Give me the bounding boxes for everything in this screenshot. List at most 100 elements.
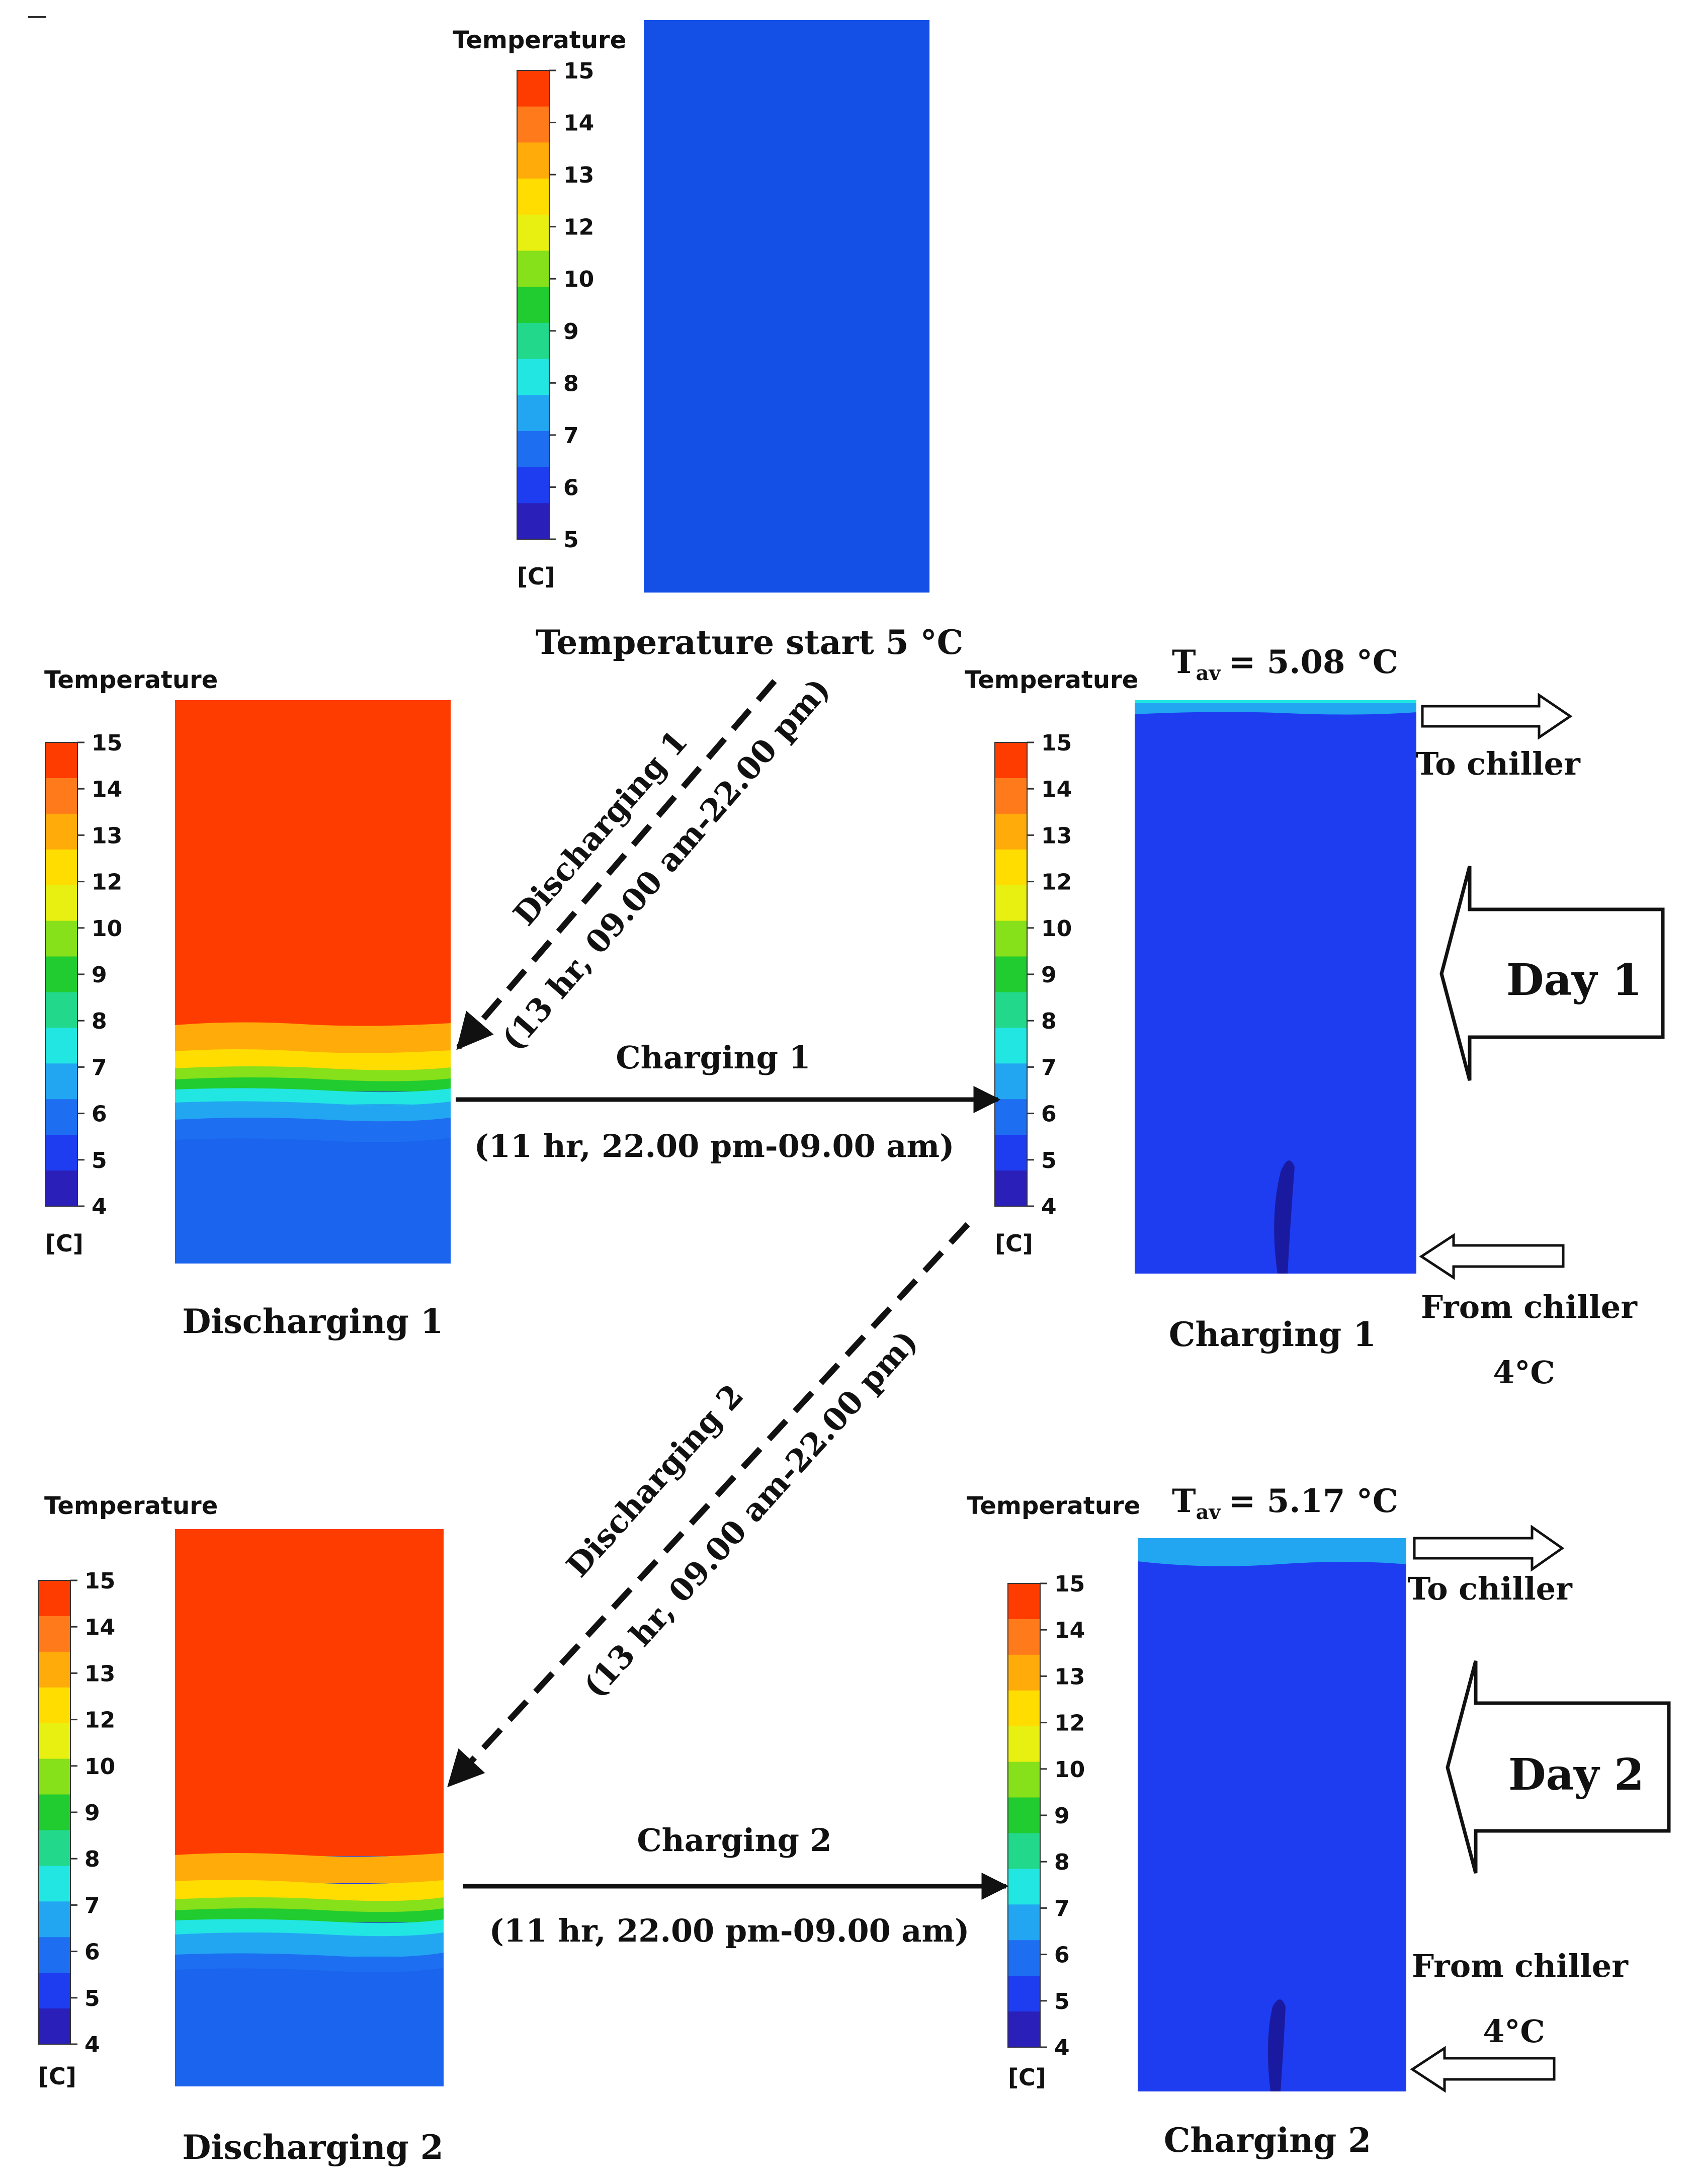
legend-title: Temperature — [965, 666, 1138, 694]
to-chiller-label-2: To chiller — [1407, 1570, 1573, 1607]
tank-charging-1 — [1135, 700, 1416, 1274]
tank-discharging-1 — [175, 700, 451, 1264]
legend-tick-label: 9 — [563, 319, 579, 345]
legend-band — [45, 920, 77, 957]
outlet-arrow-icon — [1421, 693, 1573, 740]
day-2-arrow-shape — [1446, 1660, 1671, 1874]
legend-band — [45, 1170, 77, 1207]
legend-tick-label: 13 — [1041, 823, 1072, 849]
legend-band — [517, 431, 549, 468]
tank-discharging-2 — [175, 1529, 444, 2086]
legend-tick-label: 7 — [84, 1893, 100, 1918]
legend-tick-label: 13 — [84, 1661, 115, 1687]
legend-band — [517, 250, 549, 287]
discharging-1-arrow-label: Discharging 1 — [506, 723, 695, 933]
legend-tick-label: 5 — [1041, 1148, 1057, 1173]
legend-tick-label: 9 — [1054, 1803, 1070, 1829]
legend-start: Temperature 15 14 13 12 10 9 8 7 6 5 [C] — [453, 26, 626, 590]
charging-2-arrow-label: Charging 2 — [637, 1822, 831, 1859]
legend-band — [38, 1866, 70, 1902]
legend-unit: [C] — [517, 563, 555, 590]
legend-tick-label: 9 — [84, 1800, 100, 1826]
legend-tick-label: 15 — [1041, 730, 1072, 756]
legend-band — [1008, 2011, 1040, 2048]
legend-band — [1008, 1904, 1040, 1941]
legend-tick-label: 15 — [1054, 1571, 1085, 1597]
legend-band — [45, 956, 77, 992]
legend-band — [45, 778, 77, 814]
legend-tick-label: 14 — [1054, 1618, 1085, 1643]
legend-band — [517, 503, 549, 540]
legend-band — [1008, 1583, 1040, 1620]
charging-2-caption: Charging 2 — [1164, 2121, 1371, 2160]
legend-band — [517, 359, 549, 395]
legend-tick-label: 10 — [1054, 1757, 1085, 1783]
tank-charging-2 — [1138, 1538, 1406, 2091]
discharging-2-caption: Discharging 2 — [182, 2128, 443, 2167]
legend-band — [517, 395, 549, 432]
legend-tick-label: 13 — [1054, 1664, 1085, 1690]
legend-band — [1008, 1869, 1040, 1905]
legend-tick-label: 6 — [563, 475, 579, 500]
legend-band — [38, 1580, 70, 1617]
legend-band — [1008, 1761, 1040, 1798]
day-2-label: Day 2 — [1508, 1749, 1644, 1800]
day-1-arrow-shape — [1439, 866, 1665, 1081]
legend-band — [38, 1830, 70, 1866]
legend-band — [995, 1028, 1027, 1064]
legend-band — [995, 813, 1027, 850]
from-chiller-label-1: From chiller — [1421, 1289, 1638, 1325]
legend-tick-label: 12 — [92, 870, 122, 895]
legend-band — [995, 885, 1027, 921]
legend-band — [1008, 1797, 1040, 1833]
legend-band — [995, 849, 1027, 886]
start-caption: Temperature start 5 °C — [536, 623, 963, 662]
legend-tick-label: 4 — [84, 2032, 100, 2058]
discharging-1-caption: Discharging 1 — [182, 1302, 443, 1341]
discharging-2-arrow — [447, 1222, 970, 1788]
tank-start — [644, 20, 929, 593]
legend-title: Temperature — [453, 26, 626, 54]
legend-band — [1008, 1833, 1040, 1869]
to-chiller-label-1: To chiller — [1415, 745, 1581, 782]
legend-tick-label: 14 — [1041, 777, 1072, 802]
legend-charging-1: Temperature 15 14 13 12 10 9 8 7 6 5 4 [C] — [965, 666, 1138, 1257]
legend-band — [38, 1937, 70, 1973]
legend-tick-label: 8 — [1041, 1009, 1057, 1034]
legend-tick-label: 12 — [1054, 1711, 1085, 1736]
legend-band — [1008, 1726, 1040, 1762]
legend-tick-label: 6 — [1054, 1943, 1070, 1968]
legend-tick-label: 6 — [92, 1102, 107, 1127]
day-1-label: Day 1 — [1506, 955, 1642, 1005]
legend-tick-label: 8 — [563, 371, 579, 396]
legend-band — [995, 992, 1027, 1028]
legend-band — [45, 992, 77, 1028]
charging-1-arrow-time: (11 hr, 22.00 pm-09.00 am) — [474, 1128, 955, 1164]
legend-band — [995, 778, 1027, 814]
legend-title: Temperature — [44, 1492, 218, 1520]
legend-tick-label: 4 — [1054, 2035, 1070, 2061]
legend-tick-label: 5 — [1054, 1989, 1070, 2014]
legend-band — [517, 214, 549, 251]
legend-band — [517, 322, 549, 360]
legend-band — [38, 1616, 70, 1652]
legend-band — [995, 1170, 1027, 1207]
legend-tick-label: 8 — [1054, 1850, 1070, 1875]
legend-tick-label: 8 — [84, 1846, 100, 1872]
legend-tick-label: 10 — [1041, 916, 1072, 942]
legend-title: Temperature — [967, 1492, 1140, 1520]
legend-band — [995, 956, 1027, 992]
charging-1-arrow-label: Charging 1 — [616, 1039, 810, 1076]
legend-band — [45, 885, 77, 921]
legend-band — [995, 1063, 1027, 1100]
legend-band — [1008, 1654, 1040, 1691]
legend-tick-label: 12 — [563, 215, 594, 240]
legend-unit: [C] — [45, 1230, 83, 1257]
legend-tick-label: 14 — [563, 111, 594, 136]
legend-tick-label: 6 — [84, 1940, 100, 1965]
legend-band — [38, 1723, 70, 1759]
legend-tick-label: 5 — [84, 1986, 100, 2011]
inlet-temp-1: 4°C — [1493, 1354, 1555, 1391]
charging-2-tav: Tav = 5.17 °C — [1172, 1482, 1398, 1524]
